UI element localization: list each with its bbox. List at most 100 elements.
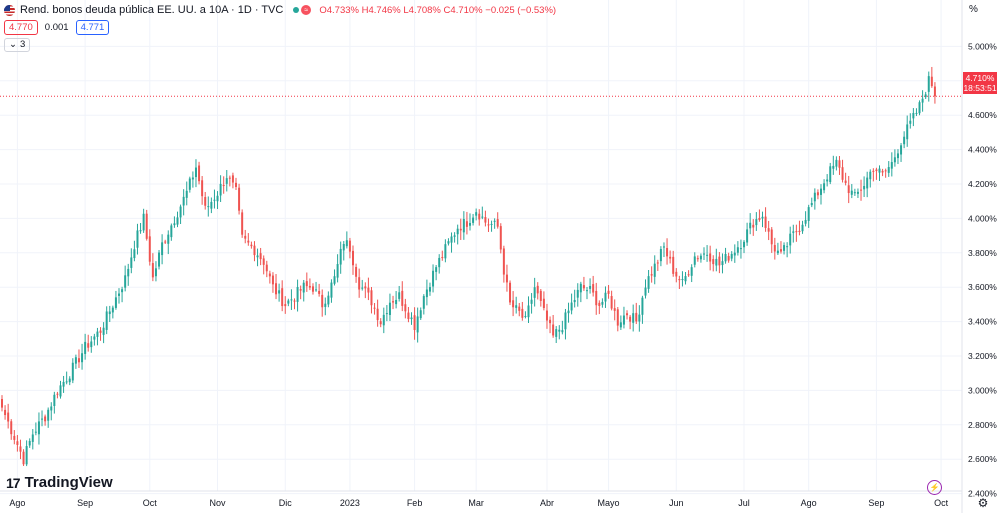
candle-body bbox=[475, 212, 478, 216]
candle-body bbox=[595, 290, 598, 306]
candle-body bbox=[87, 343, 90, 348]
candle-body bbox=[659, 249, 662, 262]
candle-body bbox=[804, 219, 807, 224]
price-tick-label: 3.200% bbox=[968, 351, 997, 361]
candle-body bbox=[779, 249, 782, 252]
candle-body bbox=[16, 441, 19, 445]
market-status[interactable]: ≈ bbox=[293, 5, 312, 15]
candle-body bbox=[632, 313, 635, 323]
candle-body bbox=[315, 289, 318, 291]
candle-body bbox=[613, 308, 616, 311]
candle-body bbox=[813, 192, 816, 202]
symbol-title[interactable]: Rend. bonos deuda pública EE. UU. a 10A … bbox=[20, 4, 284, 16]
candle-body bbox=[185, 190, 188, 198]
candle-body bbox=[878, 168, 881, 173]
candle-body bbox=[826, 179, 829, 182]
time-tick-label: Ago bbox=[801, 498, 817, 508]
candle-body bbox=[921, 98, 924, 103]
candle-body bbox=[662, 246, 665, 248]
candle-body bbox=[275, 283, 278, 295]
candle-body bbox=[265, 264, 268, 272]
high-label: H bbox=[361, 4, 369, 16]
candle-body bbox=[404, 304, 407, 312]
candle-body bbox=[435, 267, 438, 272]
candle-body bbox=[906, 124, 909, 140]
candle-body bbox=[853, 192, 856, 194]
gear-icon[interactable]: ⚙ bbox=[977, 496, 989, 510]
time-tick-label: 2023 bbox=[340, 498, 360, 508]
time-tick-label: Ago bbox=[9, 498, 25, 508]
buy-button[interactable]: 4.771 bbox=[75, 20, 110, 35]
candle-body bbox=[622, 315, 625, 325]
candle-body bbox=[235, 182, 237, 187]
candle-body bbox=[915, 112, 918, 114]
candle-body bbox=[893, 157, 896, 163]
candle-body bbox=[37, 421, 40, 435]
candle-body bbox=[752, 224, 755, 228]
candle-body bbox=[127, 268, 130, 277]
time-tick-label: Jun bbox=[669, 498, 684, 508]
candle-body bbox=[903, 136, 906, 145]
candle-body bbox=[773, 245, 776, 252]
candle-body bbox=[447, 241, 450, 244]
candle-body bbox=[77, 358, 80, 363]
candle-body bbox=[188, 178, 191, 190]
candle-body bbox=[173, 223, 176, 226]
price-tick-label: 4.000% bbox=[968, 213, 997, 223]
candle-body bbox=[170, 225, 173, 238]
candle-body bbox=[130, 257, 133, 268]
candle-body bbox=[672, 256, 675, 274]
candle-body bbox=[567, 310, 570, 314]
high-value: 4.746% bbox=[368, 4, 401, 16]
candle-body bbox=[681, 279, 684, 281]
lightning-icon[interactable]: ⚡ bbox=[927, 480, 942, 495]
candle-body bbox=[268, 273, 271, 277]
candle-body bbox=[118, 293, 120, 296]
candle-body bbox=[856, 191, 859, 194]
candle-body bbox=[25, 446, 28, 465]
spread-value: 0.001 bbox=[44, 22, 69, 33]
candle-body bbox=[896, 153, 899, 159]
candle-body bbox=[114, 297, 117, 308]
candle-body bbox=[487, 224, 490, 226]
chevron-down-icon: ⌄ bbox=[9, 39, 17, 50]
candle-body bbox=[465, 221, 468, 227]
candle-body bbox=[416, 316, 419, 333]
candle-body bbox=[438, 257, 441, 268]
candle-body bbox=[684, 276, 687, 282]
candle-body bbox=[678, 278, 681, 281]
candle-body bbox=[872, 170, 875, 172]
candle-body bbox=[699, 255, 702, 260]
candle-body bbox=[28, 440, 31, 446]
candle-body bbox=[743, 241, 746, 248]
candle-body bbox=[392, 301, 395, 303]
tradingview-logo[interactable]: 17 TradingView bbox=[6, 474, 113, 491]
candle-body bbox=[299, 289, 302, 291]
candle-body bbox=[108, 311, 111, 315]
candle-body bbox=[62, 381, 65, 387]
candle-body bbox=[564, 312, 567, 330]
candle-body bbox=[422, 296, 425, 309]
candle-body bbox=[151, 263, 154, 278]
candle-body bbox=[629, 316, 632, 322]
candle-body bbox=[419, 310, 422, 319]
candle-body bbox=[866, 177, 869, 189]
candle-body bbox=[99, 330, 102, 333]
time-tick-label: Jul bbox=[738, 498, 750, 508]
candle-body bbox=[850, 190, 853, 195]
candle-body bbox=[262, 258, 265, 265]
candle-body bbox=[832, 165, 835, 169]
candle-body bbox=[847, 185, 850, 194]
sell-button[interactable]: 4.770 bbox=[4, 20, 38, 35]
candle-body bbox=[401, 290, 404, 306]
candle-body bbox=[841, 167, 844, 180]
candle-body bbox=[607, 290, 610, 294]
candle-body bbox=[739, 248, 742, 250]
candle-body bbox=[786, 246, 789, 248]
price-tick-label: 4.400% bbox=[968, 145, 997, 155]
candle-body bbox=[586, 290, 588, 292]
candle-body bbox=[884, 170, 887, 172]
indicators-toggle[interactable]: ⌄ 3 bbox=[4, 38, 31, 52]
candle-body bbox=[816, 192, 819, 196]
